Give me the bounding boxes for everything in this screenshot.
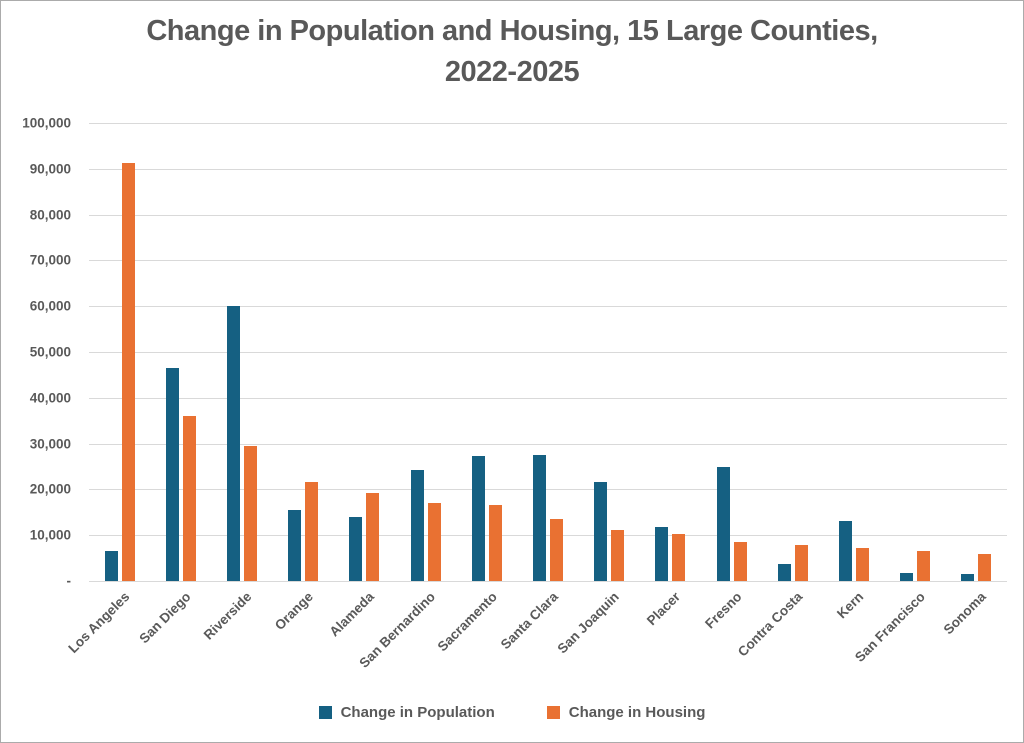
legend-item-housing: Change in Housing xyxy=(546,704,706,721)
gridline xyxy=(89,489,1007,491)
bar-change-in-population xyxy=(900,573,914,581)
bar-change-in-housing xyxy=(121,162,135,581)
x-axis-label: Contra Costa xyxy=(734,589,806,660)
bar-change-in-population xyxy=(227,306,240,581)
bar-change-in-housing xyxy=(244,446,257,581)
bar-groups xyxy=(89,123,1007,581)
bar-change-in-population xyxy=(961,573,975,581)
housing-swatch-icon xyxy=(546,706,560,719)
gridline xyxy=(89,581,1007,582)
bar-group xyxy=(946,123,1007,581)
bar-group xyxy=(395,123,456,581)
bar-change-in-population xyxy=(594,481,608,581)
y-axis-label: 40,000 xyxy=(29,390,71,406)
bar-change-in-housing xyxy=(856,548,870,581)
bar-change-in-population xyxy=(165,367,179,581)
x-axis-label: Sacramento xyxy=(434,589,500,655)
legend: Change in Population Change in Housing xyxy=(1,704,1023,721)
bar-group xyxy=(640,123,701,581)
gridline xyxy=(89,535,1007,537)
gridline xyxy=(89,123,1007,124)
bar-group xyxy=(579,123,640,581)
bar-group xyxy=(701,123,762,581)
bar-group xyxy=(273,123,334,581)
bar-group xyxy=(517,123,578,581)
gridline xyxy=(89,168,1007,170)
gridline xyxy=(89,306,1007,308)
y-axis-label: 30,000 xyxy=(29,436,71,452)
bar-change-in-housing xyxy=(917,550,931,581)
gridline xyxy=(89,443,1007,445)
x-axis-label: Riverside xyxy=(201,589,255,643)
bar-group xyxy=(150,123,211,581)
bar-change-in-housing xyxy=(366,493,380,581)
y-axis-label: 80,000 xyxy=(29,207,71,223)
gridline xyxy=(89,397,1007,399)
plot-area xyxy=(89,123,1007,582)
chart-title-line1: Change in Population and Housing, 15 Lar… xyxy=(146,15,878,47)
population-swatch-icon xyxy=(318,706,332,719)
bar-group xyxy=(885,123,946,581)
bar-group xyxy=(762,123,823,581)
gridline xyxy=(89,352,1007,353)
bar-change-in-population xyxy=(471,456,485,581)
bar-change-in-population xyxy=(349,517,363,581)
bar-change-in-population xyxy=(104,551,118,581)
bar-change-in-housing xyxy=(611,529,625,581)
x-axis-label: San Diego xyxy=(136,589,194,647)
x-axis-label: San Joaquin xyxy=(554,589,622,657)
bar-change-in-housing xyxy=(550,519,564,581)
y-axis-label: 60,000 xyxy=(29,298,71,314)
y-axis-label: 100,000 xyxy=(22,115,71,131)
gridline xyxy=(89,260,1007,262)
chart-title-line2: 2022-2025 xyxy=(444,56,580,88)
bar-change-in-population xyxy=(410,469,424,581)
y-axis-label: 70,000 xyxy=(29,252,71,268)
bar-group xyxy=(211,123,272,581)
bar-change-in-housing xyxy=(305,482,319,581)
bar-change-in-population xyxy=(288,510,302,581)
bar-change-in-housing xyxy=(182,415,196,581)
x-axis-label: Kern xyxy=(834,589,867,622)
legend-label-housing: Change in Housing xyxy=(568,704,706,721)
x-axis-label: Los Angeles xyxy=(65,589,133,657)
x-axis-label: Santa Clara xyxy=(497,589,561,653)
y-axis-label: 10,000 xyxy=(29,527,71,543)
legend-item-population: Change in Population xyxy=(318,704,495,721)
legend-label-population: Change in Population xyxy=(340,704,495,721)
gridline xyxy=(89,214,1007,216)
chart-title: Change in Population and Housing, 15 Lar… xyxy=(1,11,1023,93)
bar-change-in-population xyxy=(716,467,730,581)
bar-change-in-population xyxy=(777,563,791,581)
bar-group xyxy=(456,123,517,581)
bar-change-in-population xyxy=(533,454,547,581)
y-axis-label: 90,000 xyxy=(29,161,71,177)
bar-change-in-housing xyxy=(978,553,992,581)
x-axis-label: Sonoma xyxy=(940,589,990,638)
bar-group xyxy=(89,123,150,581)
x-axis-label: Alameda xyxy=(326,589,378,640)
bar-group xyxy=(334,123,395,581)
bar-change-in-population xyxy=(655,527,669,581)
y-axis-label: - xyxy=(66,573,72,589)
x-axis-label: Orange xyxy=(271,589,316,634)
bar-change-in-housing xyxy=(427,502,441,581)
bar-group xyxy=(823,123,884,581)
bar-change-in-housing xyxy=(794,544,808,581)
y-axis-label: 50,000 xyxy=(29,344,71,360)
bar-change-in-population xyxy=(839,520,853,581)
y-axis-label: 20,000 xyxy=(29,481,71,497)
bar-change-in-housing xyxy=(488,504,502,581)
bar-change-in-housing xyxy=(672,533,686,581)
x-axis-label: Fresno xyxy=(701,589,745,632)
bar-change-in-housing xyxy=(733,541,747,581)
x-axis-label: Placer xyxy=(643,589,684,629)
